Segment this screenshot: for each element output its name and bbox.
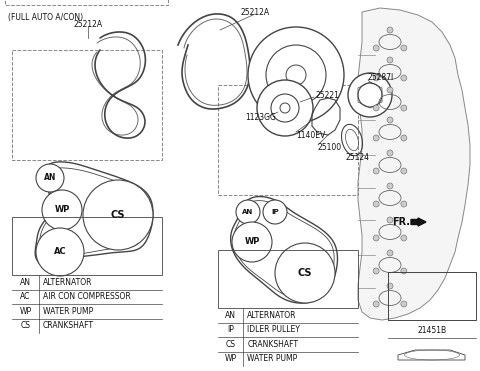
Text: WP: WP xyxy=(19,307,32,316)
Circle shape xyxy=(373,301,379,307)
Circle shape xyxy=(387,283,393,289)
Text: AC: AC xyxy=(54,247,66,256)
Text: AN: AN xyxy=(225,311,236,320)
Circle shape xyxy=(387,117,393,123)
Circle shape xyxy=(387,150,393,156)
Circle shape xyxy=(401,301,407,307)
Circle shape xyxy=(401,268,407,274)
Text: WP: WP xyxy=(54,206,70,214)
Bar xyxy=(218,85,358,195)
Text: FR.: FR. xyxy=(392,217,410,227)
Text: 25124: 25124 xyxy=(345,154,369,162)
Text: 21451B: 21451B xyxy=(418,326,446,335)
Circle shape xyxy=(387,87,393,93)
Circle shape xyxy=(36,228,84,276)
Circle shape xyxy=(280,103,290,113)
Circle shape xyxy=(275,243,335,303)
Circle shape xyxy=(373,75,379,81)
FancyArrow shape xyxy=(411,218,426,226)
Text: IP: IP xyxy=(271,209,279,215)
Text: WP: WP xyxy=(244,237,260,246)
Circle shape xyxy=(248,27,344,123)
Text: CRANKSHAFT: CRANKSHAFT xyxy=(247,340,298,349)
Text: (FULL AUTO A/CON): (FULL AUTO A/CON) xyxy=(8,13,83,22)
Circle shape xyxy=(348,73,392,117)
Bar xyxy=(218,250,358,308)
Circle shape xyxy=(373,45,379,51)
Circle shape xyxy=(42,190,82,230)
Circle shape xyxy=(271,94,299,122)
Circle shape xyxy=(266,45,326,105)
Text: ALTERNATOR: ALTERNATOR xyxy=(43,278,93,287)
Text: WP: WP xyxy=(225,354,237,363)
Circle shape xyxy=(387,183,393,189)
Circle shape xyxy=(236,200,260,224)
Circle shape xyxy=(401,135,407,141)
Circle shape xyxy=(373,268,379,274)
Text: AN: AN xyxy=(44,174,56,183)
Circle shape xyxy=(373,105,379,111)
Text: WATER PUMP: WATER PUMP xyxy=(43,307,93,316)
Text: CS: CS xyxy=(21,321,31,330)
Text: WATER PUMP: WATER PUMP xyxy=(247,354,298,363)
Circle shape xyxy=(257,80,313,136)
Circle shape xyxy=(36,164,64,192)
Text: 25221: 25221 xyxy=(315,91,339,99)
Circle shape xyxy=(401,105,407,111)
Circle shape xyxy=(232,222,272,262)
Circle shape xyxy=(387,217,393,223)
Text: CS: CS xyxy=(226,340,236,349)
Circle shape xyxy=(83,180,153,250)
Circle shape xyxy=(401,75,407,81)
Bar xyxy=(5,0,168,5)
Text: 25212A: 25212A xyxy=(73,20,103,29)
Text: CRANKSHAFT: CRANKSHAFT xyxy=(43,321,94,330)
Text: AN: AN xyxy=(242,209,253,215)
Circle shape xyxy=(373,168,379,174)
Text: 1140EV: 1140EV xyxy=(296,131,325,139)
Bar xyxy=(12,50,162,160)
Circle shape xyxy=(387,27,393,33)
Text: IP: IP xyxy=(227,325,234,334)
Circle shape xyxy=(387,250,393,256)
Circle shape xyxy=(373,135,379,141)
Text: IDLER PULLEY: IDLER PULLEY xyxy=(247,325,300,334)
Bar xyxy=(388,272,476,320)
Circle shape xyxy=(401,201,407,207)
Polygon shape xyxy=(358,8,470,320)
Text: ALTERNATOR: ALTERNATOR xyxy=(247,311,297,320)
Text: AIR CON COMPRESSOR: AIR CON COMPRESSOR xyxy=(43,292,131,301)
Circle shape xyxy=(373,201,379,207)
Text: CS: CS xyxy=(111,210,125,220)
Text: 1123GG: 1123GG xyxy=(245,114,276,122)
Bar xyxy=(12,217,162,275)
Text: AC: AC xyxy=(20,292,31,301)
Circle shape xyxy=(263,200,287,224)
Circle shape xyxy=(373,235,379,241)
Text: 25100: 25100 xyxy=(318,144,342,152)
Circle shape xyxy=(358,83,382,107)
Circle shape xyxy=(401,235,407,241)
Circle shape xyxy=(401,168,407,174)
Text: 25287I: 25287I xyxy=(368,73,394,82)
Text: 25212A: 25212A xyxy=(240,8,270,17)
Circle shape xyxy=(286,65,306,85)
Text: CS: CS xyxy=(298,268,312,278)
Circle shape xyxy=(401,45,407,51)
Text: AN: AN xyxy=(20,278,31,287)
Circle shape xyxy=(387,57,393,63)
